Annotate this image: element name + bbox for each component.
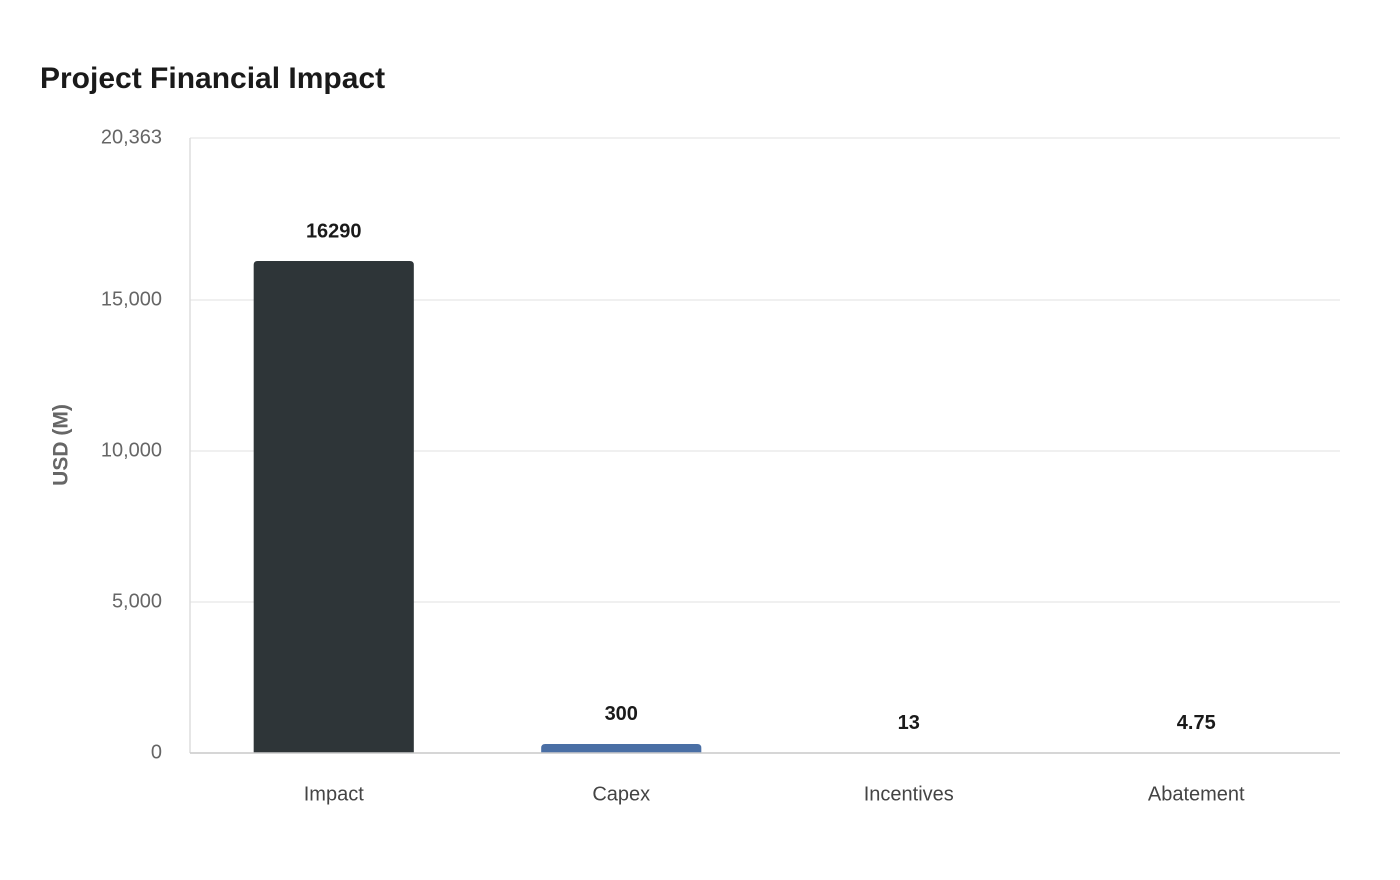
- y-tick-label: 20,363: [101, 126, 162, 148]
- bar: [541, 743, 702, 753]
- x-tick-label: Impact: [304, 783, 364, 805]
- bar: [253, 261, 414, 753]
- chart-title: Project Financial Impact: [40, 62, 385, 95]
- data-label: 4.75: [1177, 712, 1216, 734]
- y-tick-label: 5,000: [112, 590, 162, 612]
- x-tick-label: Incentives: [864, 783, 954, 805]
- data-label: 300: [605, 703, 638, 725]
- data-label: 13: [898, 712, 920, 734]
- y-tick-label: 10,000: [101, 439, 162, 461]
- y-tick-label: 15,000: [101, 288, 162, 310]
- data-label: 16290: [306, 220, 362, 242]
- y-tick-label: 0: [151, 741, 162, 763]
- x-tick-label: Abatement: [1148, 783, 1245, 805]
- y-axis-label: USD (M): [50, 404, 73, 486]
- x-tick-label: Capex: [592, 783, 650, 805]
